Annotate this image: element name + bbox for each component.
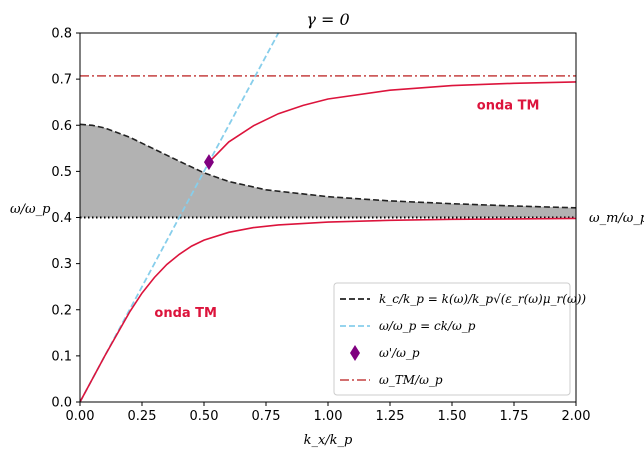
omega-prime-marker	[203, 154, 214, 171]
annotation-onda-tm: onda TM	[154, 306, 217, 321]
legend-label: ω/ω_p = ck/ω_p	[379, 319, 476, 333]
legend-label: ω'/ω_p	[379, 346, 420, 360]
x-tick-label: 0.00	[66, 409, 95, 424]
y-tick-label: 0.1	[51, 349, 72, 364]
x-axis-label: k_x/k_p	[304, 433, 353, 448]
x-tick-label: 0.75	[252, 409, 281, 424]
tm-upper-branch	[208, 81, 576, 163]
chart-title: γ = 0	[306, 10, 349, 29]
y-tick-label: 0.7	[51, 73, 72, 88]
legend-label: k_c/k_p = k(ω)/k_p√(ε_r(ω)μ_r(ω))	[379, 292, 586, 306]
kc-curve	[80, 123, 576, 209]
y-axis-label: ω/ω_p	[10, 202, 51, 217]
y-tick-label: 0.3	[51, 257, 72, 272]
y-tick-label: 0.4	[51, 211, 72, 226]
x-tick-label: 1.50	[438, 409, 467, 424]
x-tick-label: 2.00	[562, 409, 591, 424]
x-tick-label: 0.50	[190, 409, 219, 424]
x-tick-label: 0.25	[128, 409, 157, 424]
y-tick-label: 0.2	[51, 303, 72, 318]
legend: k_c/k_p = k(ω)/k_p√(ε_r(ω)μ_r(ω)) ω/ω_p =…	[333, 282, 586, 396]
x-tick-label: 1.75	[500, 409, 529, 424]
legend-handle	[350, 345, 360, 361]
band-fill	[80, 124, 576, 218]
y-tick-label: 0.5	[51, 165, 72, 180]
omega-m-label: ω_m/ω_p	[589, 211, 644, 226]
y-tick-label: 0.0	[51, 396, 72, 411]
legend-label: ω_TM/ω_p	[379, 373, 443, 387]
y-tick-label: 0.6	[51, 119, 72, 134]
tm-lower-branch	[80, 217, 576, 402]
y-tick-label: 0.8	[51, 27, 72, 42]
x-tick-label: 1.25	[376, 409, 405, 424]
annotation-onda-tm: onda TM	[477, 98, 540, 113]
light-line	[80, 33, 280, 402]
x-tick-label: 1.00	[314, 409, 343, 424]
legend-box	[333, 282, 571, 396]
